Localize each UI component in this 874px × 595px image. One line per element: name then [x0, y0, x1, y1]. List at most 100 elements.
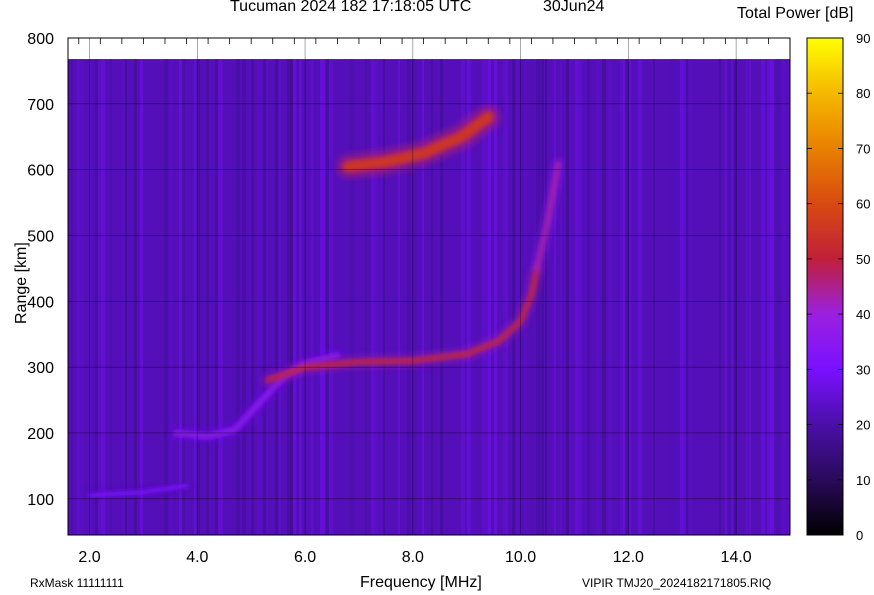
- stripe: [74, 59, 76, 535]
- colorbar-tick-label: 0: [856, 528, 863, 543]
- stripe: [494, 59, 497, 535]
- stripe: [140, 59, 143, 535]
- stripe: [170, 59, 173, 535]
- stripe: [314, 59, 316, 535]
- stripe: [311, 59, 314, 535]
- stripe: [623, 59, 625, 535]
- stripe: [608, 59, 612, 535]
- stripe: [683, 59, 686, 535]
- echo-trace: [87, 483, 189, 498]
- stripe: [545, 59, 547, 535]
- chart-title: Tucuman 2024 182 17:18:05 UTC: [230, 0, 472, 15]
- stripe: [425, 59, 427, 535]
- axes: 2.0 4.0 6.0 8.0 10.0 12.0 14.0 100 200 300 400 500 6…: [27, 31, 791, 566]
- y-tick-label: 700: [27, 97, 54, 114]
- stripe: [407, 59, 410, 535]
- stripe: [629, 59, 631, 535]
- colorbar-tick-label: 60: [856, 197, 870, 212]
- stripe: [542, 59, 544, 535]
- stripe: [236, 59, 240, 535]
- stripe: [440, 59, 443, 535]
- stripe: [554, 59, 556, 535]
- y-tick-label: 600: [27, 163, 54, 180]
- x-tick-label: 6.0: [294, 549, 316, 566]
- stripe: [251, 59, 254, 535]
- stripe: [98, 59, 101, 535]
- stripe: [110, 59, 112, 535]
- colorbar-tick-label: 30: [856, 362, 870, 377]
- stripe: [746, 59, 748, 535]
- x-tick-label: 2.0: [78, 549, 100, 566]
- stripe: [101, 59, 105, 535]
- stripe: [539, 59, 543, 535]
- stripe: [293, 59, 297, 535]
- stripe: [323, 59, 325, 535]
- stripe: [437, 59, 440, 535]
- y-tick-label: 300: [27, 360, 54, 377]
- stripe: [725, 59, 727, 535]
- stripe: [602, 59, 606, 535]
- stripe: [560, 59, 562, 535]
- stripe: [80, 59, 84, 535]
- stripe: [221, 59, 223, 535]
- stripe: [782, 59, 786, 535]
- stripe: [767, 59, 771, 535]
- stripe: [287, 59, 291, 535]
- stripe: [290, 59, 294, 535]
- plot-frame: [67, 37, 791, 536]
- x-tick-label: 10.0: [505, 549, 536, 566]
- stripe: [653, 59, 655, 535]
- stripe: [257, 59, 261, 535]
- stripe: [242, 59, 246, 535]
- stripe: [482, 59, 485, 535]
- echo-trace: [534, 161, 561, 271]
- stripe: [410, 59, 414, 535]
- stripe: [734, 59, 737, 535]
- stripe: [506, 59, 508, 535]
- stripe: [587, 59, 590, 535]
- stripe: [728, 59, 731, 535]
- stripe: [197, 59, 200, 535]
- y-tick-label: 500: [27, 228, 54, 245]
- stripe: [788, 59, 790, 535]
- colorbar-tick-label: 70: [856, 141, 870, 156]
- stripe: [620, 59, 624, 535]
- file-info-label: VIPIR TMJ20_2024182171805.RIQ: [582, 576, 772, 590]
- stripe: [278, 59, 281, 535]
- stripe: [569, 59, 571, 535]
- stripe: [485, 59, 489, 535]
- stripe: [515, 59, 519, 535]
- stripe: [320, 59, 323, 535]
- y-tick-label: 800: [27, 31, 54, 48]
- stripe: [329, 59, 333, 535]
- x-tick-label: 12.0: [613, 549, 644, 566]
- stripe: [422, 59, 424, 535]
- stripe: [296, 59, 298, 535]
- stripe: [398, 59, 400, 535]
- stripe: [344, 59, 347, 535]
- stripe: [638, 59, 642, 535]
- stripe: [371, 59, 375, 535]
- colorbar-tick-label: 40: [856, 307, 870, 322]
- stripe: [431, 59, 433, 535]
- stripe: [761, 59, 765, 535]
- stripe: [680, 59, 684, 535]
- x-tick-label: 14.0: [721, 549, 752, 566]
- stripe: [575, 59, 578, 535]
- stripe: [308, 59, 311, 535]
- x-tick-label: 4.0: [186, 549, 208, 566]
- echo-trace: [343, 112, 494, 172]
- colorbar-title: Total Power [dB]: [737, 5, 854, 22]
- stripe: [686, 59, 688, 535]
- stripe: [374, 59, 378, 535]
- stripe: [125, 59, 127, 535]
- stripe: [749, 59, 751, 535]
- stripe: [614, 59, 618, 535]
- stripe: [674, 59, 678, 535]
- stripe: [536, 59, 540, 535]
- stripe: [470, 59, 473, 535]
- colorbar: 0 10 20 30 40 50 60 70 80 90: [806, 31, 870, 543]
- x-tick-label: 8.0: [402, 549, 424, 566]
- stripe: [488, 59, 491, 535]
